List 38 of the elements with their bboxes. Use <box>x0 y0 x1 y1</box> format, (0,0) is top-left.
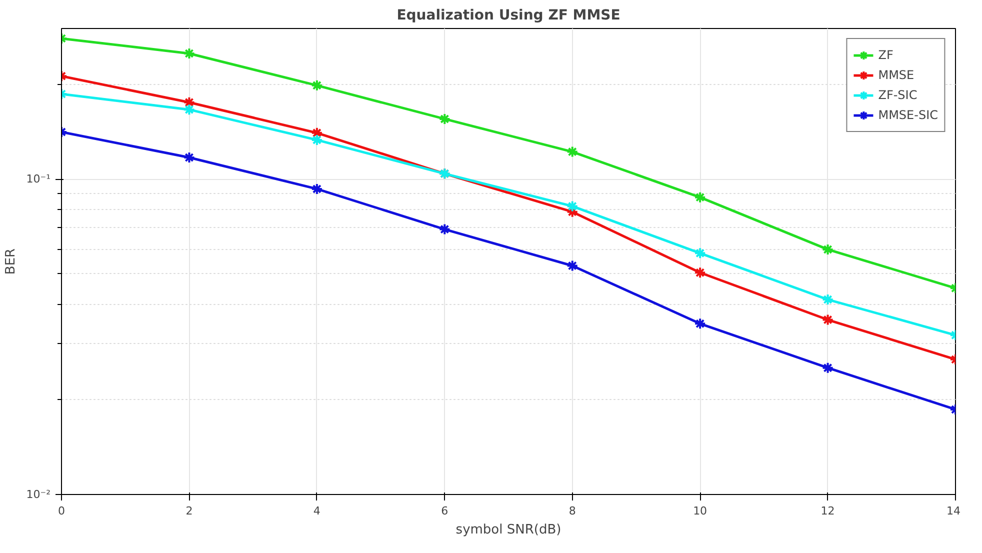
x-tick-label: 14 <box>946 504 961 518</box>
point <box>438 223 451 236</box>
point <box>822 362 834 374</box>
point <box>694 191 706 204</box>
y-axis-title: BER <box>3 248 18 275</box>
point <box>694 318 706 330</box>
point <box>183 104 196 116</box>
point <box>694 247 706 260</box>
legend-label: ZF <box>878 48 894 62</box>
y-tick-label: 10⁻¹ <box>26 172 51 186</box>
point <box>566 200 578 212</box>
x-tick-label: 2 <box>186 504 193 518</box>
legend-label: MMSE-SIC <box>878 108 938 122</box>
x-axis-title: symbol SNR(dB) <box>456 522 562 538</box>
point <box>822 294 834 306</box>
point <box>566 260 578 272</box>
x-tick-label: 4 <box>313 504 320 518</box>
x-tick-label: 6 <box>441 504 448 518</box>
x-tick-label: 8 <box>568 504 576 518</box>
point <box>822 314 834 326</box>
point <box>183 96 196 108</box>
legend-label: MMSE <box>878 68 914 82</box>
point <box>310 182 323 195</box>
y-tick-label: 10⁻² <box>26 488 51 501</box>
x-tick-label: 10 <box>693 504 708 518</box>
point <box>438 112 451 125</box>
point <box>310 79 323 92</box>
point <box>310 126 323 139</box>
point <box>566 146 578 158</box>
x-tick-label: 12 <box>820 504 835 518</box>
point <box>822 243 834 256</box>
point <box>694 266 706 279</box>
legend-label: ZF-SIC <box>878 88 918 102</box>
point <box>183 47 196 60</box>
x-tick-label: 0 <box>58 504 65 518</box>
point <box>310 134 323 146</box>
point <box>183 152 196 164</box>
chart-title: Equalization Using ZF MMSE <box>396 8 620 24</box>
